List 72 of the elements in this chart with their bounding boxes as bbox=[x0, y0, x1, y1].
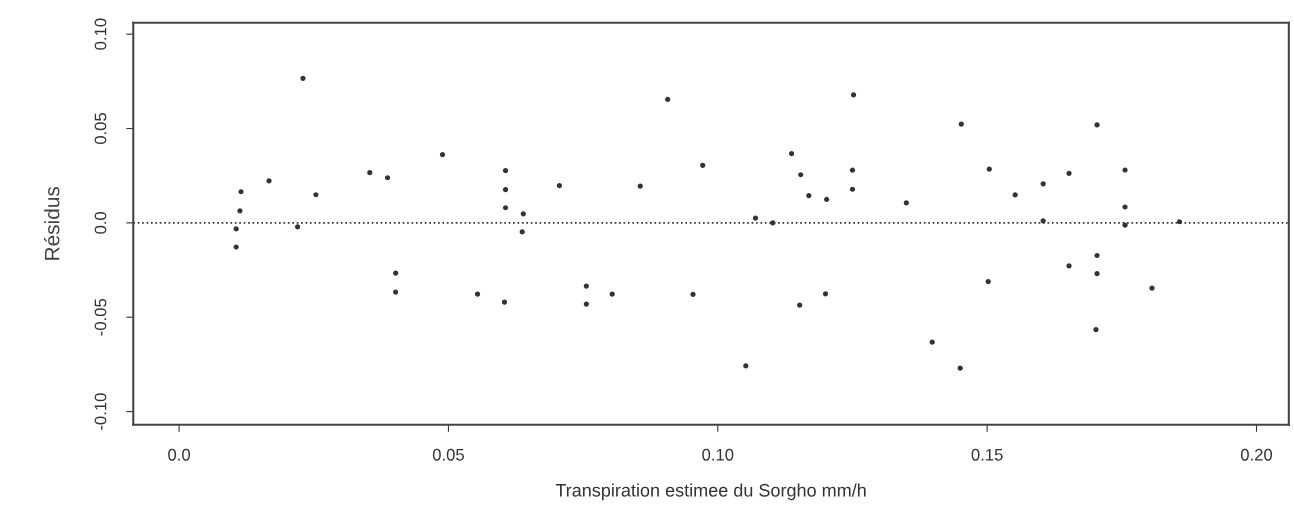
point bbox=[770, 220, 776, 226]
point bbox=[237, 208, 243, 214]
y-tick-label: 0.0 bbox=[94, 211, 107, 234]
point bbox=[519, 229, 525, 235]
point bbox=[798, 172, 804, 178]
point bbox=[502, 187, 509, 193]
point bbox=[393, 270, 399, 276]
y-axis-title: Résidus bbox=[43, 186, 60, 260]
point bbox=[849, 167, 856, 173]
point bbox=[690, 291, 696, 297]
point bbox=[958, 121, 964, 127]
x-axis-title: Transpiration estimee du Sorgho mm/h bbox=[555, 483, 866, 501]
point bbox=[806, 193, 812, 199]
point bbox=[367, 170, 373, 176]
point bbox=[556, 183, 562, 189]
point bbox=[294, 224, 301, 230]
point bbox=[520, 211, 526, 217]
point bbox=[300, 75, 306, 81]
point bbox=[609, 291, 615, 297]
point bbox=[986, 166, 992, 172]
point bbox=[384, 175, 391, 181]
point bbox=[849, 186, 856, 192]
point bbox=[1149, 285, 1155, 291]
y-tick-label: -0.05 bbox=[94, 298, 107, 336]
point bbox=[266, 178, 272, 184]
point bbox=[665, 96, 671, 103]
y-tick-label: -0.10 bbox=[94, 393, 107, 430]
point bbox=[1122, 204, 1128, 210]
point bbox=[474, 291, 481, 297]
point bbox=[822, 291, 829, 297]
y-tick-label: 0.05 bbox=[94, 112, 107, 145]
point bbox=[957, 365, 963, 371]
point bbox=[824, 196, 830, 203]
point bbox=[1176, 219, 1183, 225]
point bbox=[1122, 167, 1128, 173]
point bbox=[501, 299, 508, 305]
point bbox=[797, 302, 803, 308]
point bbox=[1040, 181, 1046, 187]
point bbox=[1066, 263, 1072, 269]
point bbox=[743, 363, 749, 369]
point bbox=[393, 289, 399, 295]
point bbox=[985, 278, 991, 285]
point bbox=[439, 151, 446, 158]
point bbox=[637, 183, 643, 189]
point bbox=[700, 162, 706, 168]
point bbox=[583, 301, 589, 307]
point bbox=[1094, 122, 1100, 128]
point bbox=[1012, 192, 1018, 198]
point bbox=[238, 189, 244, 195]
point bbox=[788, 151, 795, 157]
point bbox=[233, 244, 239, 250]
x-tick-label: 0.05 bbox=[432, 448, 464, 461]
point bbox=[903, 200, 909, 206]
point bbox=[1066, 170, 1072, 177]
point bbox=[1122, 222, 1128, 228]
x-tick-label: 0.15 bbox=[971, 448, 1003, 461]
point bbox=[1094, 271, 1100, 277]
x-tick-label: 0.20 bbox=[1240, 448, 1273, 461]
point bbox=[502, 168, 509, 174]
point bbox=[850, 92, 857, 98]
point bbox=[1093, 327, 1099, 333]
y-tick-label: 0.10 bbox=[94, 18, 107, 50]
point bbox=[313, 192, 319, 198]
point bbox=[929, 339, 935, 345]
point bbox=[1040, 218, 1046, 224]
point bbox=[583, 283, 589, 289]
point bbox=[1094, 252, 1100, 259]
point bbox=[752, 215, 759, 221]
point bbox=[233, 226, 239, 232]
point bbox=[502, 205, 509, 211]
x-tick-label: 0.10 bbox=[702, 448, 734, 461]
x-tick-label: 0.0 bbox=[168, 448, 191, 461]
